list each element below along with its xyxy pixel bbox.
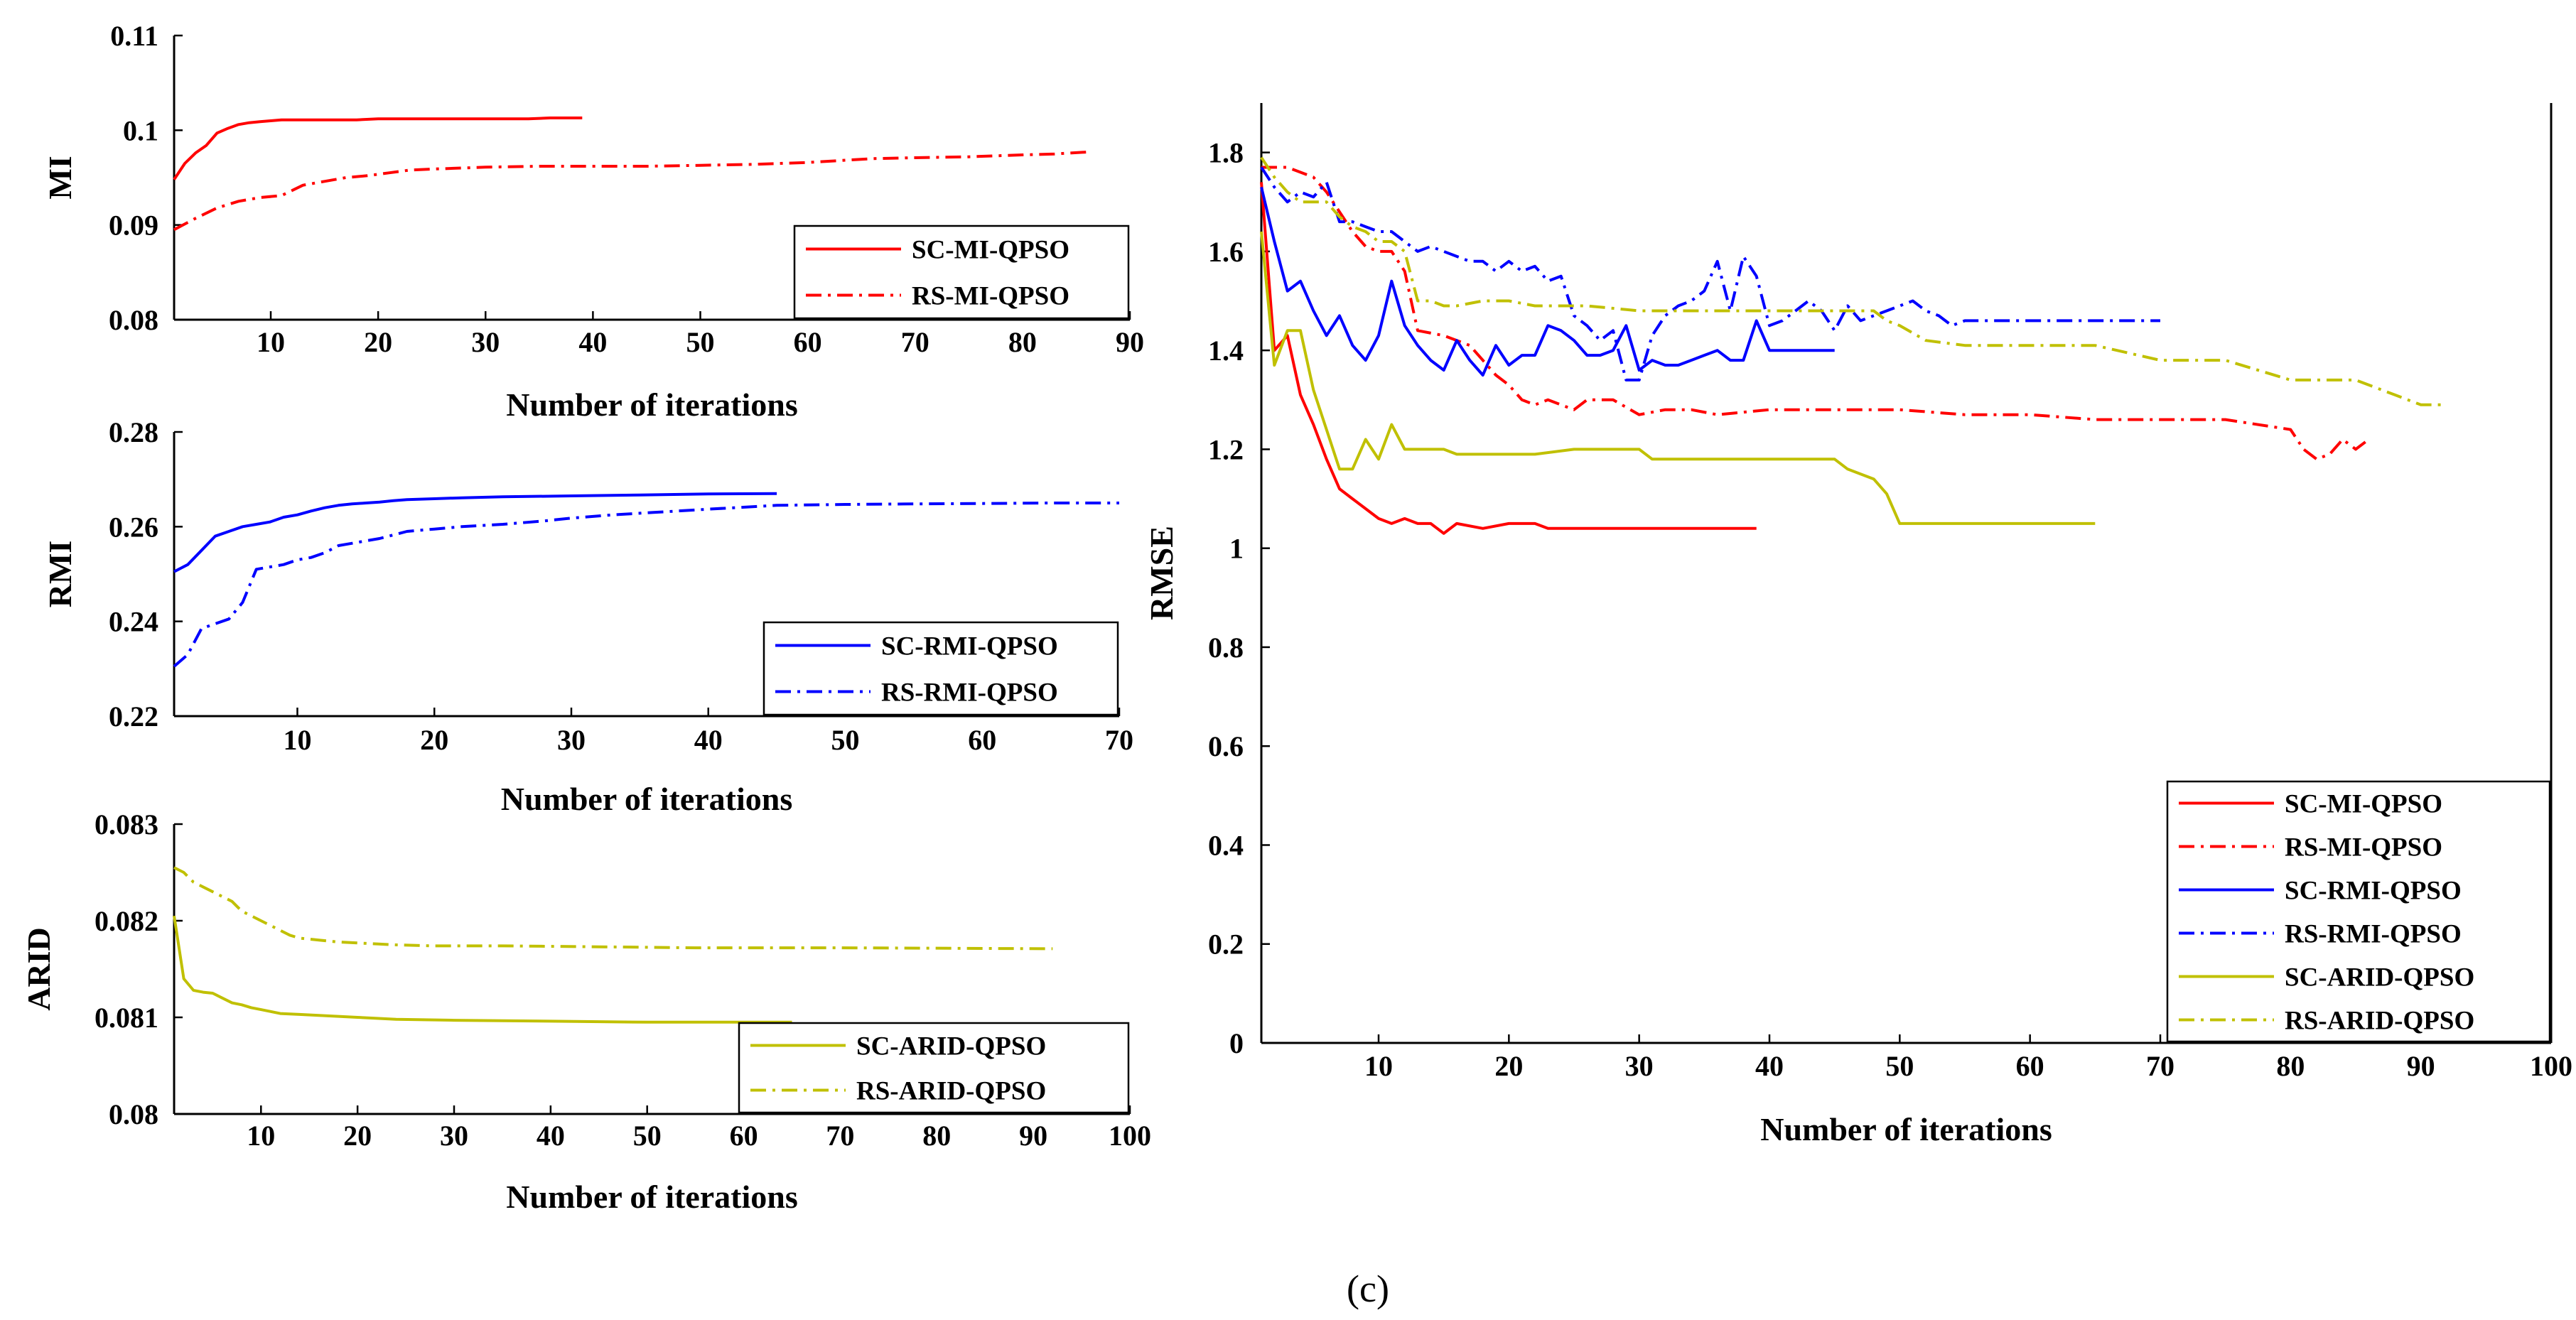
- x-tick-label: 70: [901, 326, 929, 358]
- y-tick-label: 0.11: [110, 20, 158, 52]
- x-tick-label: 70: [1105, 724, 1133, 756]
- y-tick-label: 0.6: [1208, 730, 1244, 762]
- y-tick-label: 0.28: [109, 416, 158, 448]
- x-tick-label: 40: [694, 724, 723, 756]
- y-tick-label: 0.8: [1208, 632, 1244, 664]
- legend-label: RS-MI-QPSO: [912, 282, 1069, 311]
- legend-label: SC-RMI-QPSO: [881, 632, 1058, 661]
- series-line-rs-rmi-qpso: [173, 502, 1119, 668]
- x-axis-label: Number of iterations: [1760, 1111, 2052, 1147]
- y-tick-label: 0.083: [95, 808, 158, 840]
- series-line-sc-arid-qpso: [1260, 231, 2096, 525]
- series-line-sc-rmi-qpso: [1260, 186, 1835, 377]
- x-tick-label: 90: [2407, 1050, 2435, 1082]
- x-tick-label: 20: [364, 326, 392, 358]
- series-line-rs-mi-qpso: [173, 151, 1087, 232]
- legend-label: SC-ARID-QPSO: [856, 1032, 1046, 1061]
- x-axis-label: Number of iterations: [506, 386, 798, 423]
- x-tick-label: 60: [968, 724, 996, 756]
- y-tick-label: 0.22: [109, 700, 158, 732]
- y-tick-label: 0.24: [109, 606, 158, 638]
- y-tick-label: 1.8: [1208, 137, 1244, 169]
- x-tick-label: 30: [440, 1120, 468, 1152]
- x-tick-label: 40: [578, 326, 607, 358]
- y-tick-label: 0.2: [1208, 929, 1244, 961]
- x-tick-label: 90: [1116, 326, 1144, 358]
- x-tick-label: 80: [2276, 1050, 2305, 1082]
- legend-label: RS-ARID-QPSO: [2285, 1007, 2474, 1036]
- chart-mi: 10 20 30 40 50 60 70 80 90 0.08 0.09 0.1 0.11 Number …: [42, 20, 1144, 423]
- x-tick-label: 10: [1364, 1050, 1393, 1082]
- series-line-sc-mi-qpso: [173, 117, 583, 180]
- series-line-sc-arid-qpso: [173, 915, 792, 1024]
- y-tick-label: 1.4: [1208, 335, 1244, 367]
- y-tick-label: 1.6: [1208, 236, 1244, 268]
- y-axis-label: RMSE: [1143, 526, 1180, 620]
- series-line-sc-rmi-qpso: [173, 492, 777, 573]
- chart-rmi: 10 20 30 40 50 60 70 0.22 0.24 0.26 0.28 Number of …: [42, 416, 1133, 817]
- y-tick-label: 0.4: [1208, 829, 1244, 861]
- y-axis-label: RMI: [42, 541, 78, 608]
- x-tick-label: 40: [537, 1120, 565, 1152]
- x-tick-label: 50: [1885, 1050, 1914, 1082]
- x-axis-label: Number of iterations: [506, 1179, 798, 1215]
- x-tick-label: 20: [420, 724, 448, 756]
- y-tick-label: 0.1: [123, 114, 158, 146]
- x-tick-label: 90: [1019, 1120, 1047, 1152]
- y-tick-label: 1.2: [1208, 433, 1244, 465]
- x-tick-label: 100: [2530, 1050, 2572, 1082]
- legend-box: [738, 1022, 1130, 1114]
- y-tick-label: 0.082: [95, 905, 158, 937]
- x-tick-label: 50: [831, 724, 859, 756]
- y-axis-label: ARID: [21, 927, 57, 1011]
- legend-box: [762, 621, 1119, 716]
- figure-caption: (c): [1347, 1267, 1389, 1310]
- x-tick-label: 10: [247, 1120, 275, 1152]
- legend-box: [2166, 780, 2551, 1043]
- series-line-rs-mi-qpso: [1261, 166, 2370, 461]
- y-tick-label: 0.09: [109, 210, 158, 242]
- legend-label: SC-ARID-QPSO: [2285, 963, 2474, 992]
- x-tick-label: 70: [2146, 1050, 2174, 1082]
- legend-label: RS-RMI-QPSO: [2285, 920, 2462, 949]
- series-line-rs-arid-qpso: [173, 866, 1053, 951]
- chart-rmse: 10 20 30 40 50 60 70 80 90 100 0 0.2 0.4 0.6 0.8 1 1.2 1.…: [1143, 103, 2572, 1147]
- y-axis-label: MI: [42, 156, 78, 199]
- y-tick-label: 0: [1229, 1027, 1244, 1059]
- x-tick-label: 60: [730, 1120, 758, 1152]
- x-tick-label: 60: [2016, 1050, 2044, 1082]
- x-tick-label: 20: [1494, 1050, 1523, 1082]
- y-tick-label: 0.08: [109, 304, 158, 336]
- series-line-rs-rmi-qpso: [1260, 166, 2160, 382]
- legend-label: SC-MI-QPSO: [912, 236, 1069, 265]
- x-tick-label: 30: [1625, 1050, 1654, 1082]
- series-line-sc-mi-qpso: [1260, 182, 1757, 535]
- y-tick-label: 0.08: [109, 1098, 158, 1130]
- x-tick-label: 50: [633, 1120, 662, 1152]
- legend-label: RS-ARID-QPSO: [856, 1077, 1046, 1106]
- legend-label: RS-RMI-QPSO: [881, 678, 1058, 708]
- legend-label: RS-MI-QPSO: [2285, 833, 2442, 862]
- x-tick-label: 80: [1008, 326, 1037, 358]
- x-tick-label: 10: [283, 724, 311, 756]
- x-tick-label: 50: [686, 326, 715, 358]
- legend-box: [793, 224, 1130, 320]
- chart-arid: 10 20 30 40 50 60 70 80 90 100 0.08 0.081 0.082 0.083…: [21, 808, 1151, 1215]
- x-axis-label: Number of iterations: [501, 781, 793, 817]
- x-tick-label: 40: [1755, 1050, 1784, 1082]
- x-tick-label: 30: [557, 724, 586, 756]
- x-tick-label: 100: [1109, 1120, 1151, 1152]
- y-tick-label: 1: [1229, 533, 1244, 565]
- legend-label: SC-MI-QPSO: [2285, 790, 2442, 819]
- x-tick-label: 70: [826, 1120, 854, 1152]
- x-tick-label: 60: [794, 326, 822, 358]
- x-tick-label: 80: [922, 1120, 951, 1152]
- x-tick-label: 30: [471, 326, 500, 358]
- y-tick-label: 0.26: [109, 511, 158, 543]
- x-tick-label: 20: [343, 1120, 372, 1152]
- x-tick-label: 10: [257, 326, 285, 358]
- y-tick-label: 0.081: [95, 1002, 158, 1034]
- legend-label: SC-RMI-QPSO: [2285, 877, 2462, 906]
